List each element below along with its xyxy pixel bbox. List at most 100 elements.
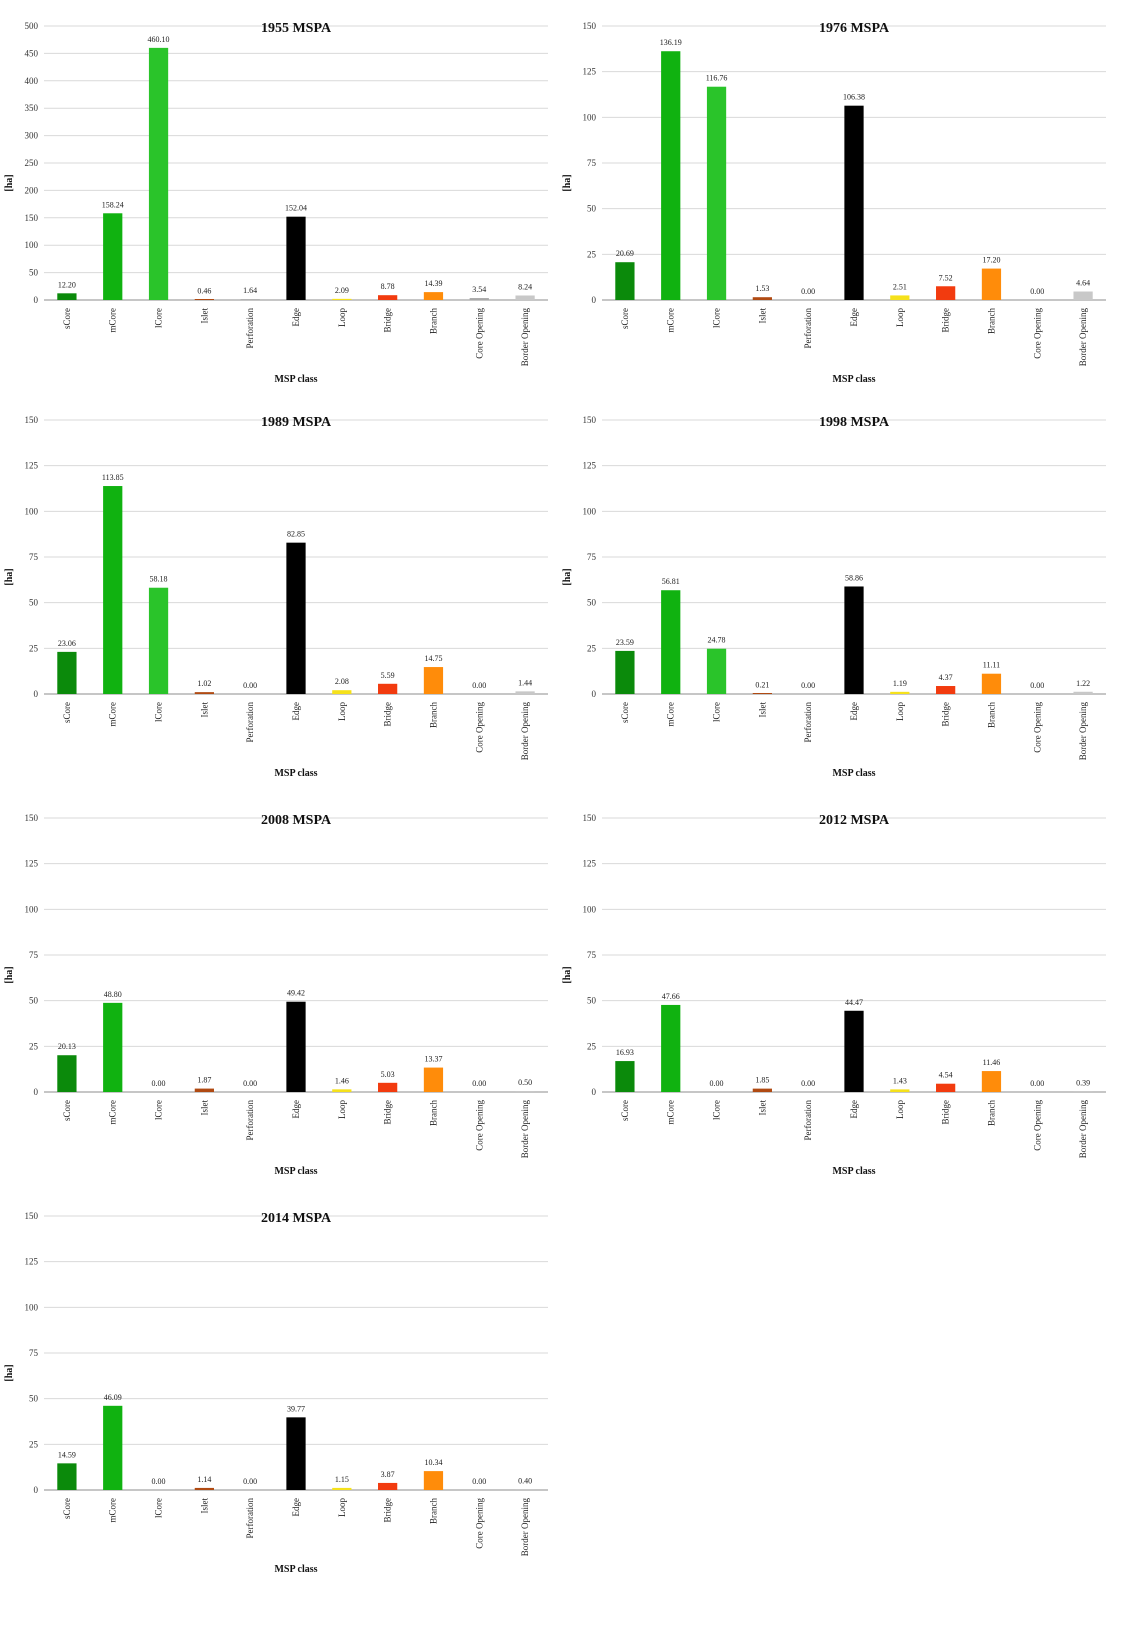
x-tick-label: Edge [849,308,859,327]
data-label: 14.39 [424,279,442,288]
x-tick-label: lCore [154,308,164,328]
chart-title: 1989 MSPA [261,415,332,430]
x-tick-label: Loop [895,702,905,721]
y-tick-label: 50 [29,1394,39,1404]
data-label: 0.40 [518,1476,532,1485]
y-tick-label: 75 [29,552,39,562]
bar-edge [286,1417,306,1490]
y-tick-label: 250 [25,158,39,168]
chart-2014-mspa: 0 25 50 75 100 125 150 2014 MSPA [ha] 14.59 sCore 4… [0,1198,556,1590]
data-label: 1.46 [335,1076,349,1085]
x-tick-label: Loop [337,702,347,721]
x-tick-label: Border Opening [520,1100,530,1159]
x-tick-label: Islet [199,308,209,324]
data-label: 11.46 [983,1058,1001,1067]
bar-edge [844,105,864,300]
x-tick-label: Border Opening [1078,702,1088,761]
data-label: 2.51 [893,282,907,291]
bar-loop [890,1089,910,1092]
bar-border-opening [1073,1091,1093,1092]
bar-border-opening [515,295,535,300]
x-tick-label: Loop [337,308,347,327]
x-tick-label: lCore [712,702,722,722]
data-label: 0.39 [1076,1078,1090,1087]
bar-bridge [378,1482,398,1490]
bar-lcore [706,648,727,694]
y-tick-label: 50 [587,598,597,608]
data-label: 47.66 [662,992,680,1001]
x-tick-label: mCore [108,1498,118,1523]
bar-islet [752,297,772,300]
y-axis-label: [ha] [562,966,573,983]
data-label: 1.53 [755,284,769,293]
data-label: 1.44 [518,678,532,687]
x-tick-label: Perforation [803,1100,813,1141]
bar-bridge [378,1082,398,1092]
bar-branch [423,1471,444,1490]
y-tick-label: 100 [583,112,597,122]
x-tick-label: Branch [986,1100,996,1126]
bar-lcore [706,86,727,300]
bar-edge [286,216,306,300]
x-tick-label: Edge [291,1498,301,1517]
bar-loop [890,295,910,300]
y-tick-label: 125 [583,461,597,471]
y-tick-label: 150 [25,415,39,425]
x-tick-label: Bridge [941,702,951,727]
chart-1955-mspa: 0 50 100 150 200 250 300 350 400 450 500 1955 MSPA [… [0,8,556,400]
y-axis-label: [ha] [4,568,15,585]
x-axis-label: MSP class [274,1166,317,1177]
data-label: 0.00 [801,1079,815,1088]
bar-score [57,1463,77,1490]
bar-edge [286,542,306,694]
data-label: 1.19 [893,679,907,688]
x-tick-label: Perforation [245,1498,255,1539]
chart-title: 1998 MSPA [819,415,890,430]
y-tick-label: 75 [29,1348,39,1358]
y-tick-label: 0 [592,1087,597,1097]
data-label: 11.11 [983,661,1000,670]
x-tick-label: Bridge [383,1498,393,1523]
data-label: 48.80 [104,990,122,999]
x-tick-label: mCore [108,702,118,727]
x-tick-label: Edge [849,702,859,721]
x-tick-label: mCore [666,702,676,727]
bar-edge [286,1001,306,1092]
data-label: 152.04 [285,204,307,213]
bar-border-opening [515,691,535,694]
x-tick-label: Islet [199,1498,209,1514]
x-axis-label: MSP class [832,1166,875,1177]
x-tick-label: Bridge [941,1100,951,1125]
y-tick-label: 500 [25,21,39,31]
y-tick-label: 200 [25,185,39,195]
bar-loop [332,298,352,300]
y-tick-label: 75 [587,552,597,562]
y-tick-label: 150 [25,1211,39,1221]
chart-svg: 0 25 50 75 100 125 150 2014 MSPA [ha] 14.59 sCore 4… [4,1211,548,1575]
data-label: 0.00 [472,681,486,690]
y-tick-label: 100 [25,506,39,516]
y-tick-label: 25 [587,1041,597,1051]
x-tick-label: Branch [428,702,438,728]
bar-mcore [103,213,123,300]
data-label: 116.76 [706,74,728,83]
chart-svg: 0 25 50 75 100 125 150 2012 MSPA [ha] 16.93 sCore 4… [562,813,1106,1177]
data-label: 1.64 [243,286,257,295]
bar-border-opening [515,1091,535,1092]
x-tick-label: Islet [757,308,767,324]
y-tick-label: 50 [587,204,597,214]
data-label: 58.18 [150,575,168,584]
y-tick-label: 25 [587,643,597,653]
y-tick-label: 150 [583,21,597,31]
x-tick-label: Core Opening [1032,1100,1042,1151]
bar-mcore [661,590,681,694]
y-tick-label: 25 [29,1041,39,1051]
data-label: 4.64 [1076,279,1090,288]
data-label: 0.46 [197,287,211,296]
bar-lcore [148,47,169,300]
x-tick-label: Branch [428,1100,438,1126]
data-label: 20.13 [58,1042,76,1051]
data-label: 1.43 [893,1076,907,1085]
bar-bridge [378,295,398,300]
x-tick-label: Core Opening [1032,702,1042,753]
